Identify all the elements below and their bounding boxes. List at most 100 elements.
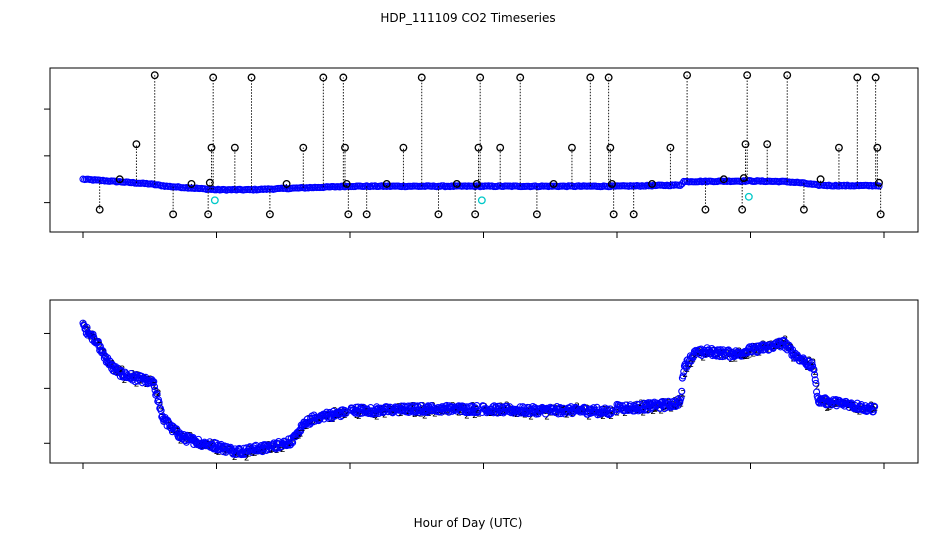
alt-point: 2 xyxy=(600,412,606,422)
alt-point: 2 xyxy=(817,398,823,408)
outlier-point xyxy=(648,179,656,188)
alt-point: 2 xyxy=(652,405,658,415)
alt-point: 2 xyxy=(642,399,648,409)
alt-point: 2 xyxy=(686,357,692,367)
outlier-point xyxy=(834,143,843,152)
outlier-point xyxy=(319,73,328,82)
outlier-point xyxy=(701,205,710,214)
profile-point xyxy=(172,427,180,435)
profile-point xyxy=(676,398,684,407)
outlier-point xyxy=(339,73,348,82)
outlier-point xyxy=(496,143,505,152)
alt-point: 2 xyxy=(614,409,620,419)
x-axis-label: Hour of Day (UTC) xyxy=(414,516,523,530)
alt-point: 2 xyxy=(96,338,102,348)
profile-point xyxy=(568,410,576,418)
panel-top xyxy=(44,67,919,238)
outlier-point xyxy=(344,210,353,219)
profile-point xyxy=(397,402,405,410)
outlier-point xyxy=(549,179,558,188)
alt-point: 2 xyxy=(430,402,436,412)
outlier-point xyxy=(606,143,615,152)
outlier-point xyxy=(434,210,443,219)
outlier-point xyxy=(265,210,274,219)
profile-point xyxy=(150,383,158,391)
outlier-point xyxy=(871,73,880,82)
profile-point xyxy=(811,371,819,379)
profile-point xyxy=(786,344,795,352)
outlier-point xyxy=(471,210,480,219)
profile-point xyxy=(809,362,817,370)
alt-point: 2 xyxy=(210,439,216,449)
alt-point: 2 xyxy=(90,330,96,340)
alt-point: 2 xyxy=(234,448,240,458)
outlier-point xyxy=(115,175,124,184)
outlier-point xyxy=(204,210,213,219)
outlier-point xyxy=(516,73,525,82)
outlier-point xyxy=(247,73,256,82)
alt-point: 2 xyxy=(422,411,428,421)
profile-point xyxy=(813,388,821,396)
outlier-point xyxy=(567,143,576,152)
outlier-point xyxy=(719,175,728,184)
alt-point: 2 xyxy=(526,403,532,413)
alt-point: 2 xyxy=(833,400,839,410)
outlier-point xyxy=(452,179,461,188)
alt-point: 2 xyxy=(688,360,694,370)
outlier-point xyxy=(472,179,481,188)
alt-point: 2 xyxy=(110,359,116,369)
outlier-point xyxy=(150,71,159,80)
profile-point xyxy=(474,407,482,415)
alt-point: 2 xyxy=(410,402,416,412)
profile-point xyxy=(90,333,98,341)
outlier-point xyxy=(474,143,483,152)
alt-point: 2 xyxy=(760,340,766,350)
outlier-point xyxy=(683,71,692,80)
alt-point: 2 xyxy=(748,345,754,355)
outlier-point xyxy=(95,205,104,214)
alt-point: 2 xyxy=(672,397,678,407)
outlier-point xyxy=(816,175,825,184)
profile-point xyxy=(287,441,295,449)
outlier-point xyxy=(417,73,426,82)
alt-point: 2 xyxy=(382,411,388,421)
outlier-point xyxy=(230,143,239,152)
outlier-point xyxy=(666,143,675,152)
alt-point: 2 xyxy=(684,365,690,375)
alt-point: 2 xyxy=(586,413,592,423)
outlier-point xyxy=(399,143,408,152)
alt-point: 2 xyxy=(564,411,570,421)
outlier-point xyxy=(629,210,638,219)
outlier-point xyxy=(382,179,391,188)
alt-point: 2 xyxy=(232,453,238,463)
alt-point: 2 xyxy=(534,408,540,418)
profile-point xyxy=(678,387,686,395)
alt-point: 2 xyxy=(815,383,821,393)
alt-point: 2 xyxy=(374,412,380,422)
outlier-point xyxy=(743,71,752,80)
outlier-point xyxy=(876,210,885,219)
outlier-point xyxy=(532,210,541,219)
alt-point: 2 xyxy=(682,370,688,380)
alt-point: 2 xyxy=(825,404,831,414)
outlier-point xyxy=(738,205,747,214)
alt-point: 2 xyxy=(310,417,316,427)
profile-point xyxy=(810,366,818,374)
profile-point xyxy=(270,439,278,447)
outlier-point xyxy=(282,179,291,188)
outlier-point xyxy=(476,73,485,82)
outlier-point xyxy=(853,73,862,82)
alt-point: 2 xyxy=(813,368,819,378)
alt-point: 2 xyxy=(118,366,124,376)
flagged-point xyxy=(477,196,486,205)
flagged-point xyxy=(744,192,753,201)
alt-point: 2 xyxy=(678,400,684,410)
chart-title: HDP_111109 CO2 Timeseries xyxy=(380,11,555,25)
alt-point: 2 xyxy=(791,355,797,365)
profile-point xyxy=(273,444,281,452)
alt-point: 2 xyxy=(464,412,470,422)
alt-point: 2 xyxy=(827,403,833,413)
alt-point: 2 xyxy=(152,381,158,391)
alt-point: 2 xyxy=(514,410,520,420)
